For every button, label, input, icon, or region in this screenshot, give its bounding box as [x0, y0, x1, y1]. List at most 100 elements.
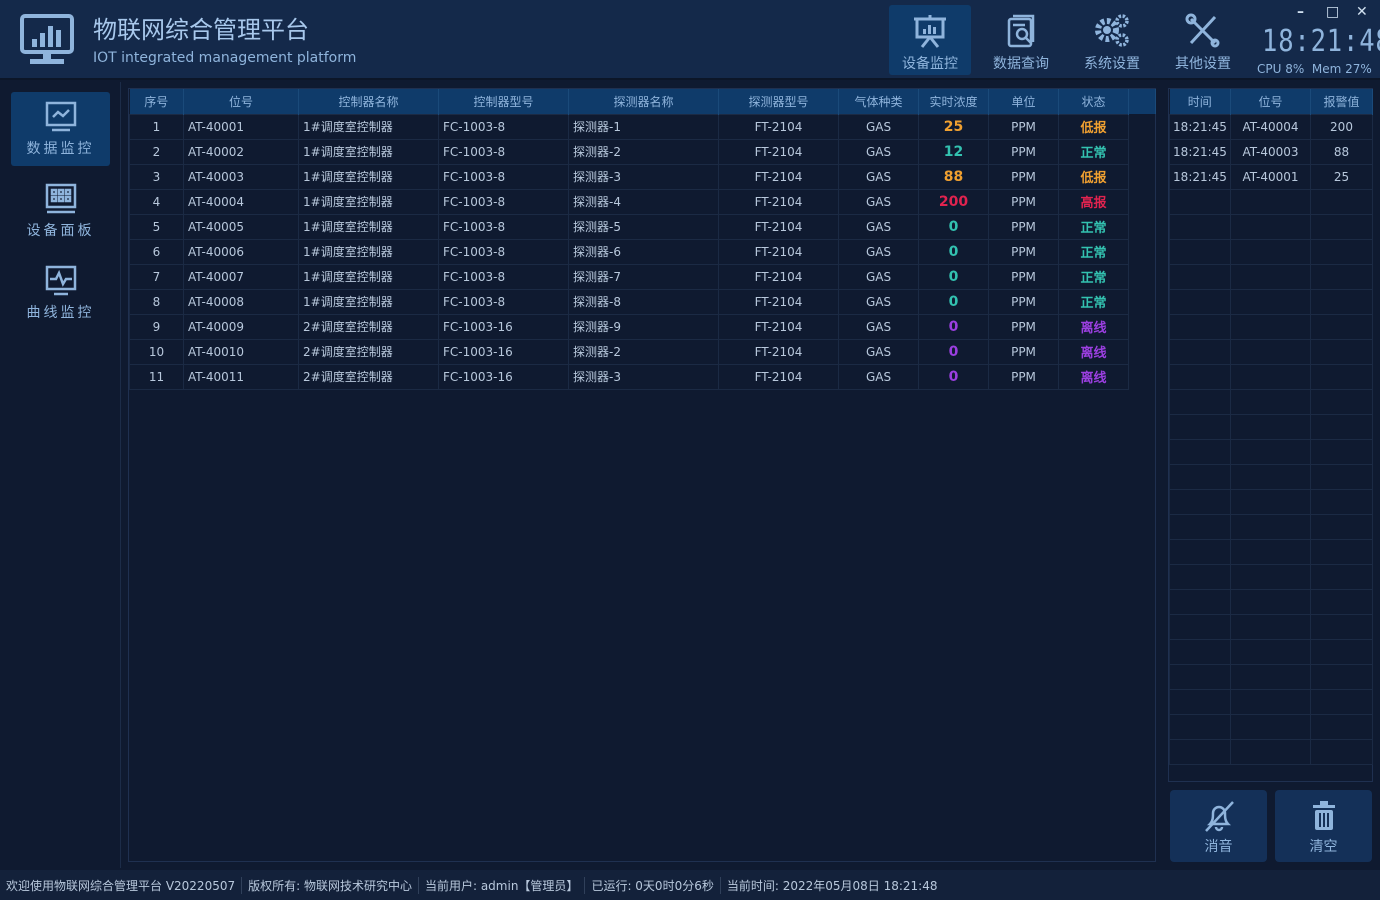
table-row[interactable]: 11 AT-40011 2#调度室控制器 FC-1003-16 探测器-3 FT-2104… [129, 363, 1156, 390]
alarm-row-empty [1169, 738, 1373, 765]
alarm-cell-value [1310, 338, 1373, 365]
alarm-cell-tag [1230, 713, 1311, 740]
table-row[interactable]: 6 AT-40006 1#调度室控制器 FC-1003-8 探测器-6 FT-2104 GA… [129, 238, 1156, 265]
table-row[interactable]: 2 AT-40002 1#调度室控制器 FC-1003-8 探测器-2 FT-2104 GA… [129, 138, 1156, 165]
cell-status: 高报 [1058, 188, 1129, 215]
cell-unit: PPM [988, 163, 1059, 190]
mute-label: 消音 [1204, 839, 1233, 855]
app-title: 物联网综合管理平台 [93, 16, 309, 44]
panel-grid-icon [45, 183, 76, 214]
nav-label: 数据查询 [993, 56, 1049, 72]
alarm-cell-value [1310, 613, 1373, 640]
cell-status: 低报 [1058, 113, 1129, 140]
alarm-cell-tag: AT-40004 [1230, 113, 1311, 140]
cell-gas-type: GAS [838, 238, 919, 265]
minimize-button[interactable]: – [1297, 4, 1304, 20]
cell-controller-name: 2#调度室控制器 [298, 363, 439, 390]
table-row[interactable]: 10 AT-40010 2#调度室控制器 FC-1003-16 探测器-2 FT-2104… [129, 338, 1156, 365]
monitor-pulse-icon [45, 265, 76, 296]
table-row[interactable]: 4 AT-40004 1#调度室控制器 FC-1003-8 探测器-4 FT-2104 GA… [129, 188, 1156, 215]
column-header-filler [1128, 89, 1156, 114]
cell-detector-name: 探测器-2 [568, 138, 719, 165]
nav-system-settings[interactable]: 系统设置 [1071, 5, 1153, 75]
nav-device-monitor[interactable]: 设备监控 [889, 5, 971, 75]
alarm-row-empty [1169, 363, 1373, 390]
alarm-row: 18:21:45 AT-40004 200 [1169, 113, 1373, 140]
cell-concentration: 0 [918, 288, 989, 315]
cell-detector-model: FT-2104 [718, 163, 839, 190]
cell-unit: PPM [988, 213, 1059, 240]
nav-other-settings[interactable]: 其他设置 [1162, 5, 1244, 75]
cell-tag: AT-40011 [183, 363, 299, 390]
clear-button[interactable]: 清空 [1275, 790, 1372, 862]
cell-gas-type: GAS [838, 113, 919, 140]
cell-controller-model: FC-1003-8 [438, 163, 569, 190]
alarm-cell-value [1310, 438, 1373, 465]
table-row[interactable]: 1 AT-40001 1#调度室控制器 FC-1003-8 探测器-1 FT-2104 GA… [129, 113, 1156, 140]
cell-unit: PPM [988, 338, 1059, 365]
cell-index: 6 [129, 238, 184, 265]
alarm-column-header: 时间 [1169, 89, 1231, 114]
close-button[interactable]: ✕ [1356, 4, 1368, 20]
table-row[interactable]: 9 AT-40009 2#调度室控制器 FC-1003-16 探测器-9 FT-2104 G… [129, 313, 1156, 340]
alarm-cell-time [1169, 538, 1231, 565]
alarm-row: 18:21:45 AT-40003 88 [1169, 138, 1373, 165]
cell-unit: PPM [988, 363, 1059, 390]
cell-status: 正常 [1058, 213, 1129, 240]
cell-concentration: 25 [918, 113, 989, 140]
alarm-row-empty [1169, 288, 1373, 315]
cell-detector-model: FT-2104 [718, 263, 839, 290]
nav-data-query[interactable]: 数据查询 [980, 5, 1062, 75]
cell-unit: PPM [988, 313, 1059, 340]
cell-detector-name: 探测器-3 [568, 363, 719, 390]
cell-detector-model: FT-2104 [718, 113, 839, 140]
alarm-cell-tag: AT-40003 [1230, 138, 1311, 165]
cell-gas-type: GAS [838, 213, 919, 240]
alarm-cell-value [1310, 513, 1373, 540]
table-row[interactable]: 5 AT-40005 1#调度室控制器 FC-1003-8 探测器-5 FT-2104 GA… [129, 213, 1156, 240]
maximize-button[interactable]: □ [1326, 4, 1340, 20]
alarm-cell-time: 18:21:45 [1169, 163, 1231, 190]
alarm-cell-tag: AT-40001 [1230, 163, 1311, 190]
table-row[interactable]: 8 AT-40008 1#调度室控制器 FC-1003-8 探测器-8 FT-2104 GA… [129, 288, 1156, 315]
sidebar-item-device-panel[interactable]: 设备面板 [11, 174, 110, 248]
sidebar-item-curve-monitor[interactable]: 曲线监控 [11, 256, 110, 330]
mute-button[interactable]: 消音 [1170, 790, 1267, 862]
alarm-row-empty [1169, 263, 1373, 290]
alarm-cell-tag [1230, 663, 1311, 690]
sidebar-item-label: 数据监控 [26, 141, 95, 157]
cell-controller-model: FC-1003-8 [438, 288, 569, 315]
cell-detector-model: FT-2104 [718, 138, 839, 165]
cell-index: 10 [129, 338, 184, 365]
alarm-row-empty [1169, 463, 1373, 490]
cell-controller-name: 1#调度室控制器 [298, 238, 439, 265]
cell-index: 11 [129, 363, 184, 390]
cell-detector-model: FT-2104 [718, 288, 839, 315]
alarm-cell-time [1169, 338, 1231, 365]
alarm-cell-time [1169, 363, 1231, 390]
cell-tag: AT-40009 [183, 313, 299, 340]
cell-tag: AT-40003 [183, 163, 299, 190]
alarm-row-empty [1169, 688, 1373, 715]
alarm-panel: 时间 位号 报警值 18:21:45 AT-40004 200 18:21:45 AT-400… [1168, 88, 1373, 782]
cell-concentration: 0 [918, 338, 989, 365]
alarm-cell-tag [1230, 688, 1311, 715]
cell-controller-name: 2#调度室控制器 [298, 338, 439, 365]
sidebar-item-data-monitor[interactable]: 数据监控 [11, 92, 110, 166]
cell-unit: PPM [988, 113, 1059, 140]
table-row[interactable]: 7 AT-40007 1#调度室控制器 FC-1003-8 探测器-7 FT-2104 GA… [129, 263, 1156, 290]
alarm-cell-tag [1230, 363, 1311, 390]
cell-concentration: 0 [918, 263, 989, 290]
alarm-cell-value [1310, 713, 1373, 740]
table-row[interactable]: 3 AT-40003 1#调度室控制器 FC-1003-8 探测器-3 FT-2104 GA… [129, 163, 1156, 190]
cell-status: 离线 [1058, 313, 1129, 340]
status-time: 当前时间: 2022年05月08日 18:21:48 [726, 878, 938, 893]
alarm-column-header: 报警值 [1310, 89, 1373, 114]
alarm-cell-time [1169, 188, 1231, 215]
alarm-cell-value [1310, 663, 1373, 690]
alarm-cell-time [1169, 588, 1231, 615]
alarm-cell-time [1169, 288, 1231, 315]
cell-detector-name: 探测器-7 [568, 263, 719, 290]
cpu-usage: CPU 8% [1257, 62, 1305, 76]
alarm-cell-tag [1230, 213, 1311, 240]
